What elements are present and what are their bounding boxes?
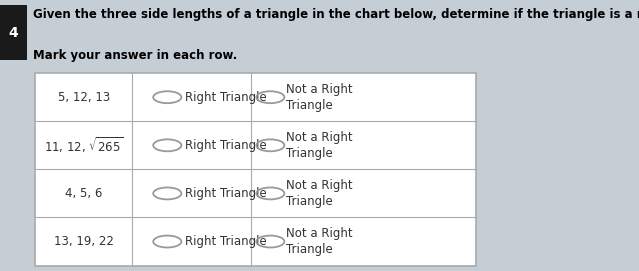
Text: Right Triangle: Right Triangle: [185, 139, 267, 152]
Text: Not a Right
Triangle: Not a Right Triangle: [286, 83, 353, 112]
Text: 11, 12, $\mathregular{\sqrt{265}}$: 11, 12, $\mathregular{\sqrt{265}}$: [44, 136, 123, 155]
Text: 13, 19, 22: 13, 19, 22: [54, 235, 114, 248]
Text: Right Triangle: Right Triangle: [185, 235, 267, 248]
FancyBboxPatch shape: [0, 5, 27, 60]
Text: Right Triangle: Right Triangle: [185, 91, 267, 104]
Text: 4: 4: [8, 25, 19, 40]
Text: Right Triangle: Right Triangle: [185, 187, 267, 200]
Text: Not a Right
Triangle: Not a Right Triangle: [286, 179, 353, 208]
Text: Not a Right
Triangle: Not a Right Triangle: [286, 131, 353, 160]
Text: Mark your answer in each row.: Mark your answer in each row.: [33, 49, 238, 62]
Text: 5, 12, 13: 5, 12, 13: [58, 91, 110, 104]
FancyBboxPatch shape: [35, 73, 476, 266]
Text: 4, 5, 6: 4, 5, 6: [65, 187, 102, 200]
Text: Given the three side lengths of a triangle in the chart below, determine if the : Given the three side lengths of a triang…: [33, 8, 639, 21]
Text: Not a Right
Triangle: Not a Right Triangle: [286, 227, 353, 256]
